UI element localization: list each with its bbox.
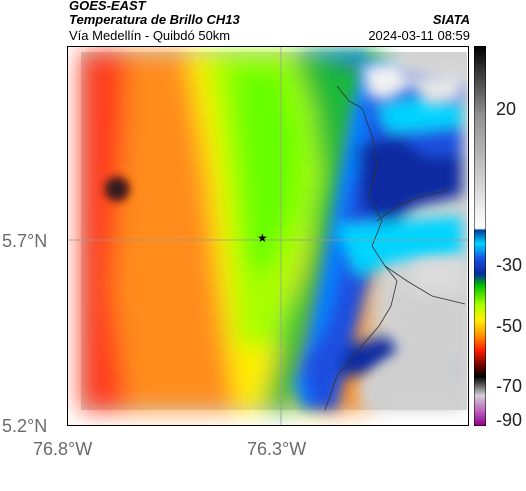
gridlines bbox=[67, 46, 469, 426]
data-field bbox=[81, 52, 467, 410]
lat-label-5-2: 5.2°N bbox=[2, 416, 48, 436]
coastline bbox=[324, 85, 466, 411]
satellite-title: GOES-EAST bbox=[69, 0, 146, 13]
lat-label-5-7: 5.7°N bbox=[2, 231, 48, 251]
star-icon: ★ bbox=[257, 231, 268, 245]
organization-label: SIATA bbox=[432, 12, 470, 27]
lon-label-76-3: 76.3°W bbox=[247, 439, 307, 459]
colorbar-tick-minus-30: -30 bbox=[496, 255, 523, 275]
colorbar-tick-20: 20 bbox=[496, 99, 517, 119]
lon-label-76-8: 76.8°W bbox=[33, 439, 93, 459]
timestamp-label: 2024-03-11 08:59 bbox=[368, 28, 470, 43]
colorbar-tick-minus-50: -50 bbox=[496, 316, 523, 336]
colorbar-tick-minus-70: -70 bbox=[496, 376, 523, 396]
colorbar bbox=[474, 46, 486, 426]
product-title: Temperatura de Brillo CH13 bbox=[69, 12, 240, 27]
colorbar-tick-minus-90: -90 bbox=[496, 410, 523, 430]
region-subtitle: Vía Medellín - Quibdó 50km bbox=[69, 28, 231, 43]
brightness-temperature-map bbox=[67, 46, 469, 426]
